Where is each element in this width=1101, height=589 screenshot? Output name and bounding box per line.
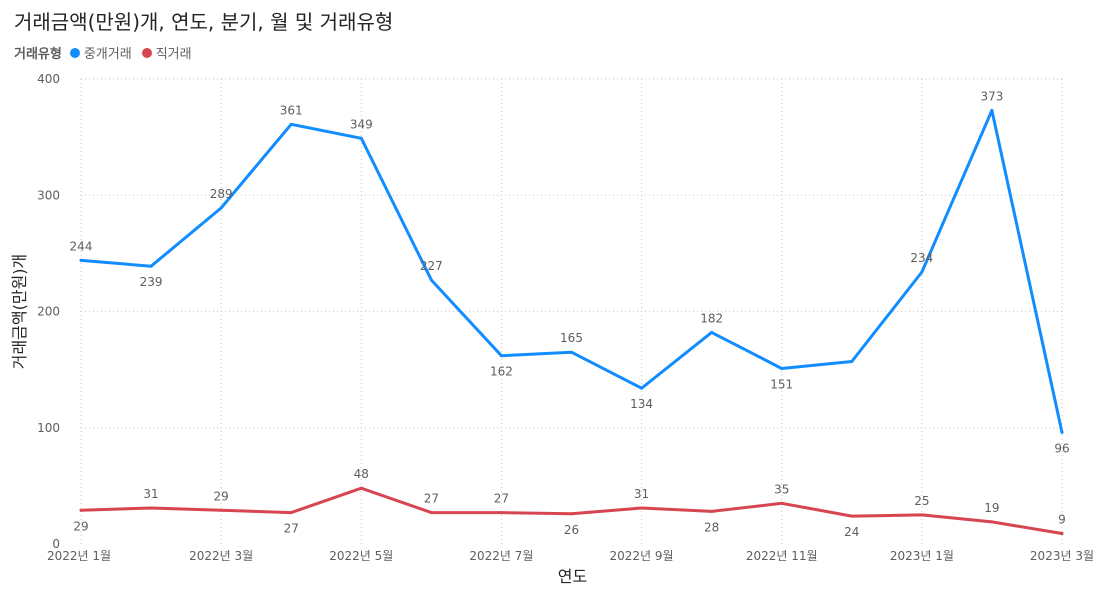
data-label: 165: [560, 331, 583, 345]
data-label: 48: [354, 467, 369, 481]
legend-dot-icon: [69, 47, 80, 58]
data-point: [850, 359, 854, 363]
data-point: [219, 206, 223, 210]
data-point: [289, 511, 293, 515]
data-label: 19: [984, 501, 999, 515]
data-labels: 2442392893613492271621651341821512343739…: [70, 89, 1070, 539]
data-point: [289, 122, 293, 126]
x-tick-label: 2023년 1월: [890, 549, 954, 563]
series-lines: [79, 108, 1064, 536]
data-label: 27: [494, 492, 509, 506]
data-label: 151: [770, 377, 793, 391]
data-point: [920, 270, 924, 274]
legend-label: 중개거래: [83, 47, 132, 62]
data-point: [570, 512, 573, 516]
data-point: [990, 520, 994, 524]
data-point: [1060, 532, 1064, 536]
data-point: [429, 278, 433, 282]
x-tick-label: 2022년 5월: [329, 549, 393, 563]
data-point: [359, 486, 363, 490]
data-point: [850, 514, 854, 518]
x-tick-label: 2022년 11월: [746, 549, 818, 563]
legend-label: 직거래: [155, 47, 192, 62]
data-label: 26: [564, 523, 579, 537]
data-point: [780, 366, 784, 370]
y-tick-label: 100: [37, 421, 60, 435]
data-point: [780, 501, 784, 505]
x-tick-label: 2022년 3월: [189, 549, 253, 563]
data-label: 31: [634, 487, 649, 501]
series-line-1: [79, 108, 1064, 434]
data-label: 27: [284, 522, 299, 536]
legend-title: 거래유형: [14, 47, 62, 62]
legend-dot-icon: [141, 47, 152, 58]
data-point: [429, 511, 433, 515]
y-tick-label: 0: [52, 537, 60, 551]
data-label: 25: [914, 494, 929, 508]
data-label: 29: [73, 519, 88, 533]
data-point: [710, 330, 714, 334]
data-point: [359, 136, 363, 140]
data-point: [499, 354, 503, 358]
gridlines: [80, 78, 1063, 544]
x-axis-title: 연도: [558, 567, 587, 586]
data-label: 9: [1058, 513, 1066, 527]
data-label: 227: [420, 259, 443, 273]
data-point: [79, 508, 83, 512]
data-point: [79, 258, 83, 262]
data-label: 28: [704, 520, 719, 534]
data-point: [149, 506, 153, 510]
legend-item-series-1[interactable]: 중개거래: [69, 43, 132, 62]
data-label: 361: [280, 103, 303, 117]
data-point: [640, 386, 644, 390]
chart-title: 거래금액(만원)개, 연도, 분기, 월 및 거래유형: [14, 10, 394, 34]
y-tick-label: 300: [37, 188, 60, 202]
data-label: 182: [700, 311, 723, 325]
data-label: 24: [844, 525, 859, 539]
data-label: 239: [140, 275, 163, 289]
data-label: 31: [143, 487, 158, 501]
data-label: 29: [214, 489, 229, 503]
data-point: [990, 108, 994, 112]
y-tick-label: 400: [37, 72, 60, 86]
data-label: 35: [774, 482, 789, 496]
data-label: 134: [630, 397, 653, 411]
data-label: 96: [1054, 441, 1069, 455]
data-point: [920, 513, 924, 517]
data-label: 27: [424, 492, 439, 506]
data-point: [570, 350, 573, 354]
data-label: 289: [210, 187, 233, 201]
data-label: 373: [980, 89, 1003, 103]
x-tick-label: 2022년 9월: [610, 549, 674, 563]
y-axis-title: 거래금액(만원)개: [10, 254, 29, 370]
data-point: [710, 509, 714, 513]
y-tick-label: 200: [37, 305, 60, 319]
x-axis-ticks: 2022년 1월 2022년 3월 2022년 5월 2022년 7월 2022년 9월…: [47, 549, 1094, 563]
data-point: [149, 264, 153, 268]
data-label: 244: [70, 239, 93, 253]
data-point: [219, 508, 223, 512]
x-tick-label: 2022년 1월: [47, 549, 111, 563]
chart-legend: 거래유형 중개거래 직거래: [14, 43, 196, 62]
y-axis-ticks: 0 100 200 300 400: [37, 72, 60, 551]
data-point: [499, 511, 503, 515]
data-point: [640, 506, 644, 510]
data-label: 349: [350, 117, 373, 131]
x-tick-label: 2022년 7월: [469, 549, 533, 563]
data-label: 162: [490, 365, 513, 379]
x-tick-label: 2023년 3월: [1030, 549, 1094, 563]
data-point: [1060, 430, 1064, 434]
legend-item-series-2[interactable]: 직거래: [141, 43, 192, 62]
data-label: 234: [910, 251, 933, 265]
